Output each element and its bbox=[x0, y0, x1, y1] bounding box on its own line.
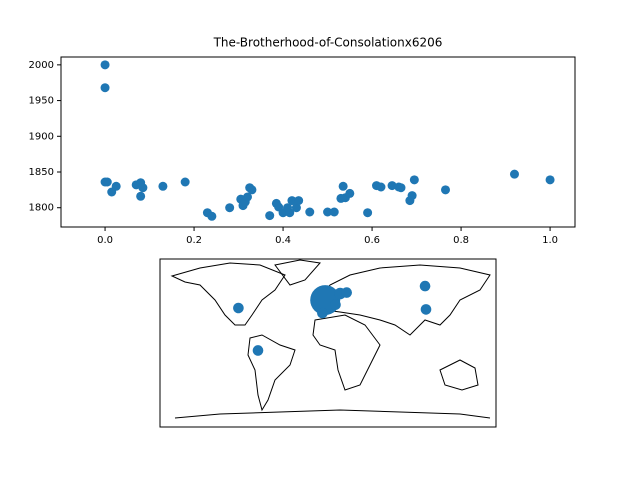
point bbox=[329, 207, 339, 217]
eurasia bbox=[319, 264, 491, 336]
point bbox=[158, 181, 168, 191]
point bbox=[509, 169, 519, 179]
chart-title: The-Brotherhood-of-Consolationx6206 bbox=[213, 36, 443, 50]
africa bbox=[312, 314, 381, 391]
x-tick-label: 0.8 bbox=[453, 235, 469, 246]
point bbox=[363, 208, 373, 218]
y-tick-label: 1900 bbox=[29, 131, 54, 142]
point bbox=[545, 175, 555, 185]
point bbox=[138, 183, 148, 193]
point bbox=[323, 207, 333, 217]
map-point bbox=[341, 287, 352, 298]
y-tick-label: 2000 bbox=[29, 60, 54, 71]
x-tick-label: 0.0 bbox=[97, 235, 113, 246]
point bbox=[265, 211, 275, 221]
map-land bbox=[170, 259, 491, 419]
point bbox=[305, 207, 315, 217]
point bbox=[294, 196, 304, 206]
point bbox=[338, 181, 348, 191]
point bbox=[396, 183, 406, 193]
map-frame bbox=[159, 258, 497, 428]
point bbox=[291, 203, 301, 213]
point bbox=[136, 191, 146, 201]
point bbox=[100, 60, 110, 70]
greenland bbox=[274, 259, 321, 286]
x-tick-label: 0.6 bbox=[364, 235, 380, 246]
point bbox=[409, 175, 419, 185]
axes-frame bbox=[60, 56, 576, 228]
point bbox=[387, 181, 397, 191]
map-point bbox=[330, 299, 341, 311]
point bbox=[407, 191, 417, 201]
point bbox=[180, 177, 190, 187]
antarctica bbox=[174, 409, 491, 419]
point bbox=[285, 208, 295, 218]
x-tick-label: 0.4 bbox=[275, 235, 291, 246]
map-point bbox=[233, 302, 244, 314]
map-point bbox=[252, 345, 264, 356]
point bbox=[111, 181, 121, 191]
south-america bbox=[247, 334, 296, 412]
point bbox=[207, 211, 217, 221]
australia bbox=[439, 359, 479, 391]
y-tick-label: 1950 bbox=[29, 96, 54, 107]
x-tick-label: 0.2 bbox=[186, 235, 202, 246]
y-tick-label: 1800 bbox=[29, 203, 54, 214]
point bbox=[440, 185, 450, 195]
point bbox=[242, 192, 252, 202]
point bbox=[376, 182, 386, 192]
point bbox=[100, 83, 110, 93]
point bbox=[247, 185, 257, 195]
map-point bbox=[420, 304, 432, 315]
north-america bbox=[170, 262, 286, 326]
point bbox=[287, 196, 297, 206]
map-point bbox=[317, 307, 328, 319]
y-tick-label: 1850 bbox=[29, 167, 54, 178]
point bbox=[345, 188, 355, 198]
point bbox=[225, 203, 235, 213]
map-point bbox=[419, 280, 431, 292]
x-tick-label: 1.0 bbox=[542, 235, 558, 246]
point bbox=[102, 177, 112, 187]
